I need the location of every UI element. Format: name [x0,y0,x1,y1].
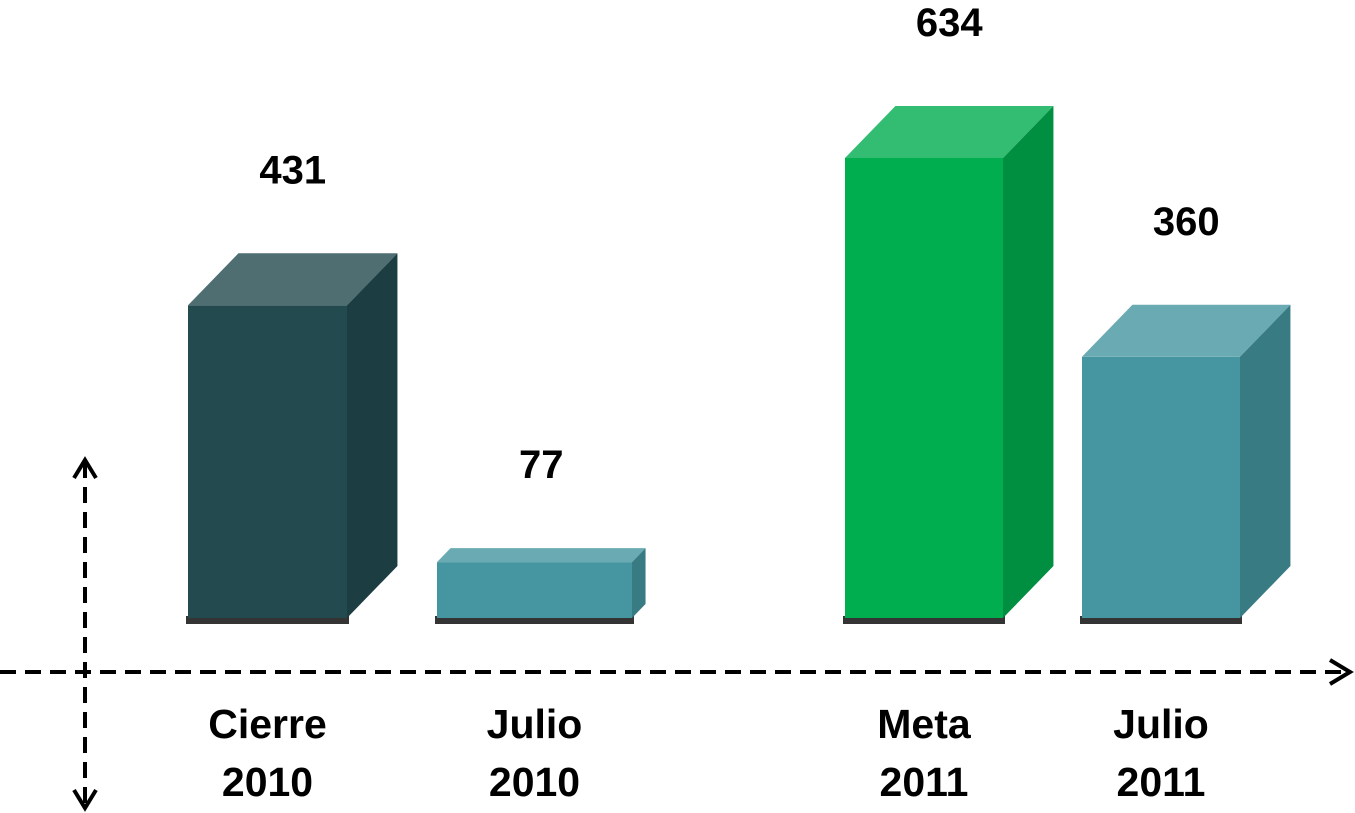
bars: 431 77 634 360 [186,1,1291,624]
category-label: Cierre 2010 [208,701,327,805]
bar [843,106,1054,624]
bar [1080,304,1291,624]
x-axis [0,658,1354,686]
bar-top [845,106,1054,158]
bar-front [437,562,632,618]
bar [435,548,646,624]
value-label: 634 [916,1,983,45]
bar-side [632,548,646,618]
bar-front [1082,356,1240,618]
value-label: 77 [519,443,564,487]
value-label: 360 [1153,200,1220,244]
bar-shadow [186,616,349,624]
bar-side [1003,106,1054,618]
bar-side [347,253,398,619]
value-label: 431 [259,148,326,192]
bar [186,253,398,624]
bar-side [1240,304,1291,618]
bar-shadow [435,616,634,624]
category-label: Meta 2011 [877,701,971,805]
bar-front [845,158,1003,618]
bar-shadow [843,616,1005,624]
category-label: Julio 2011 [1113,701,1209,805]
bar-top [188,253,398,306]
bar-top [437,548,646,563]
y-axis [72,456,98,812]
bar-top [1082,304,1291,357]
bar-front [188,305,347,618]
bar-shadow [1080,616,1242,624]
category-label: Julio 2010 [486,701,583,805]
